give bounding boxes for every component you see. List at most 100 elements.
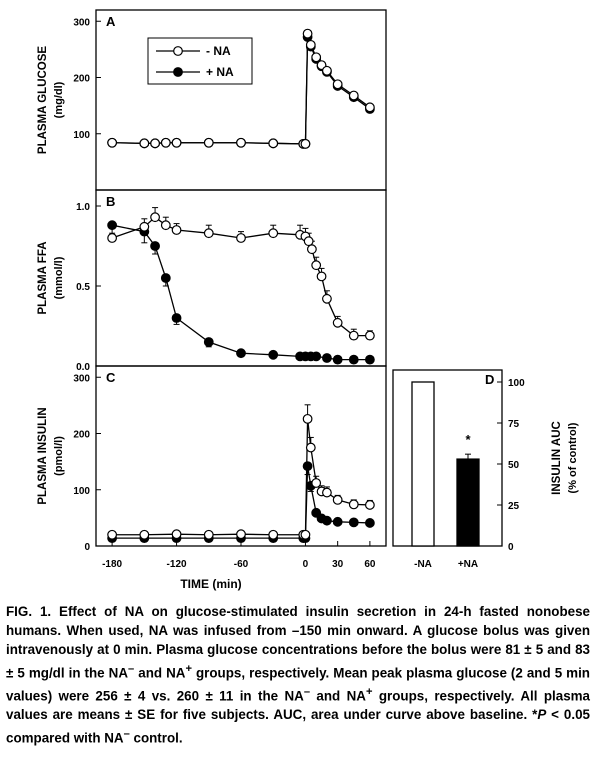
panel-frame — [95, 189, 387, 367]
caption-text-5: groups, respectively. All plasma values … — [6, 688, 591, 723]
data-point — [300, 138, 311, 149]
data-point — [332, 79, 343, 90]
data-point — [203, 228, 214, 239]
x-tick-label: 60 — [364, 559, 376, 570]
data-point — [107, 529, 118, 540]
data-point — [203, 137, 214, 148]
y-axis-label: PLASMA INSULIN — [37, 407, 49, 504]
y-tick-label: 300 — [73, 373, 90, 384]
caption-text-4: and NA — [310, 688, 366, 704]
caption-text-7: control. — [129, 730, 183, 746]
data-point — [139, 529, 150, 540]
panel-letter: D — [485, 372, 494, 387]
data-point — [203, 337, 214, 347]
legend-marker — [173, 46, 183, 56]
caption-sup-2: + — [185, 662, 192, 675]
data-point — [171, 529, 182, 540]
data-point — [160, 220, 171, 231]
data-point — [364, 102, 375, 113]
legend-label: + NA — [206, 65, 234, 79]
data-point — [306, 244, 317, 255]
y-tick-label: 0 — [84, 542, 90, 553]
y-tick-label: 25 — [508, 501, 520, 512]
y-tick-label: 0.5 — [76, 282, 90, 293]
data-point — [302, 461, 313, 472]
y-tick-label: 75 — [508, 419, 520, 430]
x-tick-label: -NA — [414, 559, 432, 570]
data-point — [107, 137, 118, 148]
y-tick-label: 50 — [508, 460, 520, 471]
series-line — [111, 224, 370, 361]
x-tick-label: -60 — [234, 559, 249, 570]
data-point — [171, 313, 182, 323]
data-point — [150, 212, 160, 223]
x-axis-label: TIME (min) — [180, 577, 241, 591]
series-line — [112, 466, 370, 539]
bar — [411, 381, 435, 547]
panel-frame — [392, 369, 503, 547]
data-point — [302, 413, 313, 424]
data-point — [322, 65, 332, 76]
legend-label: - NA — [206, 44, 231, 58]
caption-text-1: Effect of NA on glucose-stimulated insul… — [6, 604, 590, 681]
panel-frame — [95, 9, 387, 191]
data-point — [332, 317, 343, 328]
data-point — [348, 90, 359, 101]
data-point — [322, 487, 332, 498]
data-point — [332, 516, 343, 527]
caption-sup-5: – — [123, 728, 130, 741]
data-point — [171, 137, 182, 148]
series-line — [112, 418, 370, 536]
y-tick-label: 100 — [73, 486, 90, 497]
panel-letter: C — [106, 370, 116, 385]
data-point — [348, 354, 359, 365]
panel-b-ffa-chart: B 0.0 0.5 1.0 PLASMA FFA (mmol/l) — [37, 189, 387, 373]
data-point — [236, 348, 246, 359]
data-point — [364, 500, 375, 510]
legend-marker — [173, 67, 183, 77]
x-tick-label: -120 — [167, 559, 187, 570]
caption-text-2: and NA — [134, 665, 186, 681]
y-axis-unit-label: (pmol/l) — [53, 436, 65, 476]
data-point — [322, 515, 332, 526]
y-axis-label: PLASMA FFA — [37, 241, 49, 314]
data-point — [311, 52, 322, 63]
y-tick-label: 100 — [73, 130, 90, 141]
y-tick-label: 100 — [508, 378, 525, 389]
data-point — [364, 330, 375, 341]
data-point — [364, 518, 375, 528]
panel-letter: B — [106, 194, 115, 209]
caption-sup-4: + — [365, 686, 373, 699]
x-tick-label: +NA — [458, 559, 478, 570]
caption-sup-3: – — [303, 686, 311, 699]
data-point — [302, 28, 313, 39]
data-point — [236, 233, 246, 243]
data-point — [268, 349, 279, 360]
x-tick-label: -180 — [102, 559, 122, 570]
y-tick-label: 1.0 — [76, 202, 90, 213]
data-point — [150, 138, 160, 149]
caption-p-italic: P — [537, 707, 547, 723]
y-axis-unit-label: (mg/dl) — [53, 81, 65, 118]
significance-marker: * — [465, 432, 471, 447]
data-point — [268, 138, 279, 149]
data-point — [305, 442, 316, 453]
panel-frame — [95, 365, 387, 547]
y-tick-label: 300 — [73, 17, 90, 28]
y-axis-label: PLASMA GLUCOSE — [37, 46, 49, 155]
data-point — [160, 273, 171, 283]
bar — [456, 458, 480, 547]
data-point — [332, 354, 343, 365]
y-axis-unit-label: (% of control) — [567, 422, 579, 493]
data-point — [322, 353, 332, 363]
data-point — [364, 354, 375, 365]
data-point — [303, 236, 314, 247]
data-point — [171, 225, 182, 235]
y-tick-label: 200 — [73, 74, 90, 85]
caption-text-3: groups, respectively. Mean peak plasma g… — [6, 665, 590, 704]
data-point — [268, 228, 279, 239]
y-tick-label: 0.0 — [76, 362, 90, 373]
panel-d-insulin-auc-chart: D 0 25 50 75 100 INSULIN AUC (% of control) -NA +… — [392, 369, 579, 570]
